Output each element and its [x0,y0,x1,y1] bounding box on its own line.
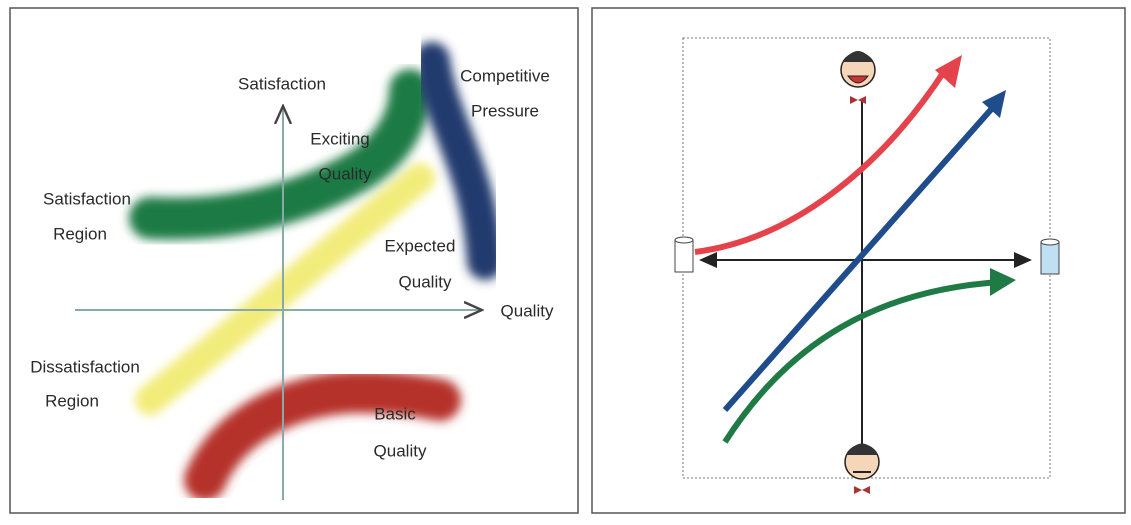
axis-label: Quality [501,301,554,320]
label: Expected [385,236,456,255]
label: Pressure [471,101,539,120]
empty-glass [675,237,693,272]
label: Basic [374,404,416,423]
label: Exciting [310,129,370,148]
label: Competitive [460,66,550,85]
label: Satisfaction [43,189,131,208]
label: Region [45,391,99,410]
right-panel [592,8,1125,513]
label: Quality [374,441,427,460]
left-panel: Satisfaction Quality Competitive Pressur… [10,8,578,513]
full-glass [1041,239,1059,274]
label: Region [53,224,107,243]
label: Quality [319,164,372,183]
label: Dissatisfaction [30,357,140,376]
label: Quality [399,272,452,291]
axis-label: Satisfaction [238,74,326,93]
page: Satisfaction Quality Competitive Pressur… [0,0,1131,520]
